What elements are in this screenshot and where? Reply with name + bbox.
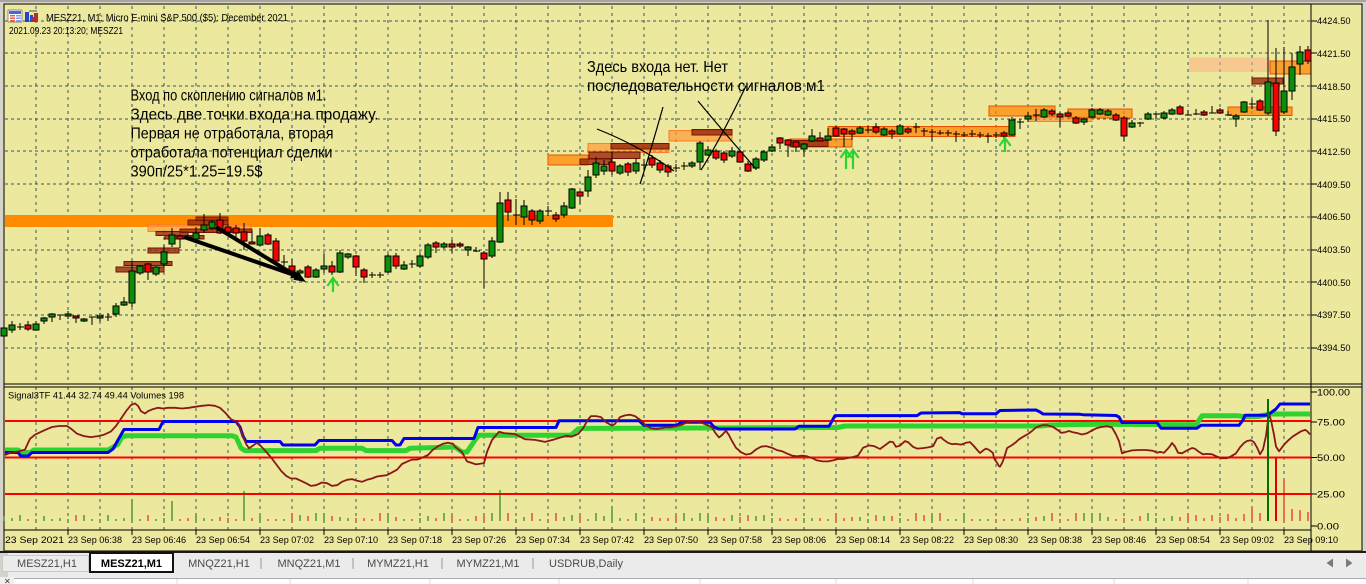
svg-text:23 Sep 09:10: 23 Sep 09:10 xyxy=(1284,535,1338,546)
svg-text:23 Sep 08:14: 23 Sep 08:14 xyxy=(836,535,890,546)
svg-text:MESZ21, M1: Micro E-mini S&P: MESZ21, M1: Micro E-mini S&P 500 ($5): D… xyxy=(46,12,288,24)
svg-text:последовательности сигналов м1: последовательности сигналов м1 xyxy=(587,78,825,95)
svg-text:MYMZ21,M1: MYMZ21,M1 xyxy=(457,558,520,570)
svg-text:23 Sep 07:50: 23 Sep 07:50 xyxy=(644,535,698,546)
svg-text:23 Sep 07:42: 23 Sep 07:42 xyxy=(580,535,634,546)
svg-text:Вход по скоплению сигналов м1.: Вход по скоплению сигналов м1. xyxy=(131,88,327,105)
svg-text:25.00: 25.00 xyxy=(1317,490,1345,501)
svg-text:отработала потенциал сделки: отработала потенциал сделки xyxy=(131,145,333,162)
svg-text:23 Sep 06:38: 23 Sep 06:38 xyxy=(68,535,122,546)
svg-text:0.00: 0.00 xyxy=(1317,522,1339,533)
svg-text:100.00: 100.00 xyxy=(1317,388,1350,399)
svg-text:2021.09.23 20:13:20; MESZ21: 2021.09.23 20:13:20; MESZ21 xyxy=(9,25,123,37)
svg-text:4409.50: 4409.50 xyxy=(1317,180,1351,191)
svg-text:23 Sep 08:46: 23 Sep 08:46 xyxy=(1092,535,1146,546)
svg-text:23 Sep 07:18: 23 Sep 07:18 xyxy=(388,535,442,546)
svg-text:23 Sep 2021: 23 Sep 2021 xyxy=(5,535,64,546)
svg-text:Здесь входа нет. Нет: Здесь входа нет. Нет xyxy=(587,59,729,76)
svg-text:23 Sep 08:30: 23 Sep 08:30 xyxy=(964,535,1018,546)
svg-text:23 Sep 07:34: 23 Sep 07:34 xyxy=(516,535,570,546)
svg-text:390п/25*1.25=19.5$: 390п/25*1.25=19.5$ xyxy=(131,164,263,181)
svg-text:23 Sep 08:54: 23 Sep 08:54 xyxy=(1156,535,1210,546)
svg-text:23 Sep 06:54: 23 Sep 06:54 xyxy=(196,535,250,546)
svg-text:23 Sep 08:38: 23 Sep 08:38 xyxy=(1028,535,1082,546)
svg-text:4421.50: 4421.50 xyxy=(1317,49,1351,60)
svg-text:4412.50: 4412.50 xyxy=(1317,147,1351,158)
svg-text:Здесь две точки входа на прода: Здесь две точки входа на продажу. xyxy=(131,107,379,124)
svg-text:4403.50: 4403.50 xyxy=(1317,245,1351,256)
svg-text:4394.50: 4394.50 xyxy=(1317,343,1351,354)
svg-text:4400.50: 4400.50 xyxy=(1317,278,1351,289)
svg-text:Signal3TF 41.44 32.74 49.44: Signal3TF 41.44 32.74 49.44 Volumes 198 xyxy=(8,391,184,402)
svg-text:✕: ✕ xyxy=(4,577,11,584)
svg-text:4415.50: 4415.50 xyxy=(1317,114,1351,125)
svg-text:MESZ21,H1: MESZ21,H1 xyxy=(17,558,77,570)
svg-text:4406.50: 4406.50 xyxy=(1317,212,1351,223)
svg-text:75.00: 75.00 xyxy=(1317,418,1345,429)
svg-text:23 Sep 08:22: 23 Sep 08:22 xyxy=(900,535,954,546)
svg-text:23 Sep 08:06: 23 Sep 08:06 xyxy=(772,535,826,546)
svg-text:23 Sep 07:02: 23 Sep 07:02 xyxy=(260,535,314,546)
svg-text:MESZ21,M1: MESZ21,M1 xyxy=(101,558,162,570)
svg-text:23 Sep 06:46: 23 Sep 06:46 xyxy=(132,535,186,546)
svg-text:MNQZ21,M1: MNQZ21,M1 xyxy=(278,558,341,570)
svg-text:23 Sep 07:26: 23 Sep 07:26 xyxy=(452,535,506,546)
svg-text:Первая не отработала, вторая: Первая не отработала, вторая xyxy=(131,126,334,143)
svg-text:MYMZ21,H1: MYMZ21,H1 xyxy=(367,558,429,570)
svg-text:23 Sep 07:58: 23 Sep 07:58 xyxy=(708,535,762,546)
svg-text:4418.50: 4418.50 xyxy=(1317,82,1351,93)
svg-text:4424.50: 4424.50 xyxy=(1317,16,1351,27)
svg-text:4397.50: 4397.50 xyxy=(1317,310,1351,321)
svg-text:USDRUB,Daily: USDRUB,Daily xyxy=(549,558,623,570)
svg-text:MNQZ21,H1: MNQZ21,H1 xyxy=(188,558,250,570)
svg-text:23 Sep 07:10: 23 Sep 07:10 xyxy=(324,535,378,546)
svg-text:23 Sep 09:02: 23 Sep 09:02 xyxy=(1220,535,1274,546)
svg-text:50.00: 50.00 xyxy=(1317,453,1345,464)
